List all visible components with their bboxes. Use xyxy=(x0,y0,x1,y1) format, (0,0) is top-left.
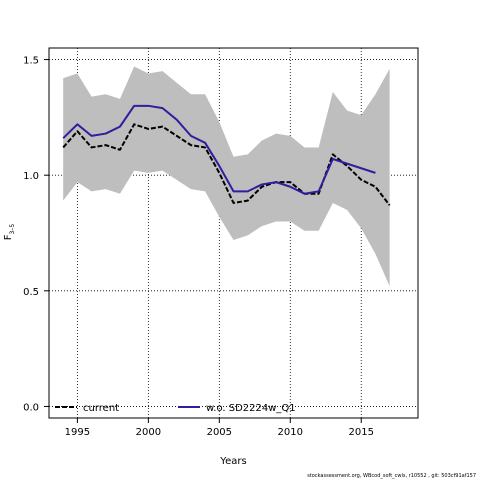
x-tick-label: 2000 xyxy=(136,427,161,438)
legend: current w.o. SD2224w_Q1 xyxy=(55,403,296,414)
y-tick-label: 1.5 xyxy=(23,56,39,67)
y-axis: 0.0 0.5 1.0 1.5 xyxy=(23,56,49,413)
x-tick-label: 2010 xyxy=(278,427,303,438)
y-axis-label-subscript: 3–5 xyxy=(9,224,16,235)
x-axis-label: Years xyxy=(219,456,246,467)
x-tick-label: 2015 xyxy=(349,427,374,438)
y-tick-label: 0.0 xyxy=(23,402,39,413)
legend-label-current: current xyxy=(83,403,119,414)
legend-label-wo-sd2224w-q1: w.o. SD2224w_Q1 xyxy=(206,403,296,414)
y-tick-label: 0.5 xyxy=(23,287,39,298)
x-axis: 1995 2000 2005 2010 2015 xyxy=(65,418,374,438)
y-axis-label-main: F xyxy=(3,234,14,240)
y-axis-label: F3–5 xyxy=(3,224,16,241)
plot-frame xyxy=(48,47,419,419)
x-tick-label: 1995 xyxy=(65,427,90,438)
y-tick-label: 1.0 xyxy=(23,171,39,182)
confidence-band xyxy=(63,66,390,287)
x-tick-label: 2005 xyxy=(207,427,232,438)
footer-note: stockassessment.org, WBcod_soft_cwls, r1… xyxy=(307,473,476,479)
series-lines xyxy=(62,104,391,206)
series-line-wo-sd2224w-q1 xyxy=(62,104,376,195)
series-line-current xyxy=(62,123,391,206)
